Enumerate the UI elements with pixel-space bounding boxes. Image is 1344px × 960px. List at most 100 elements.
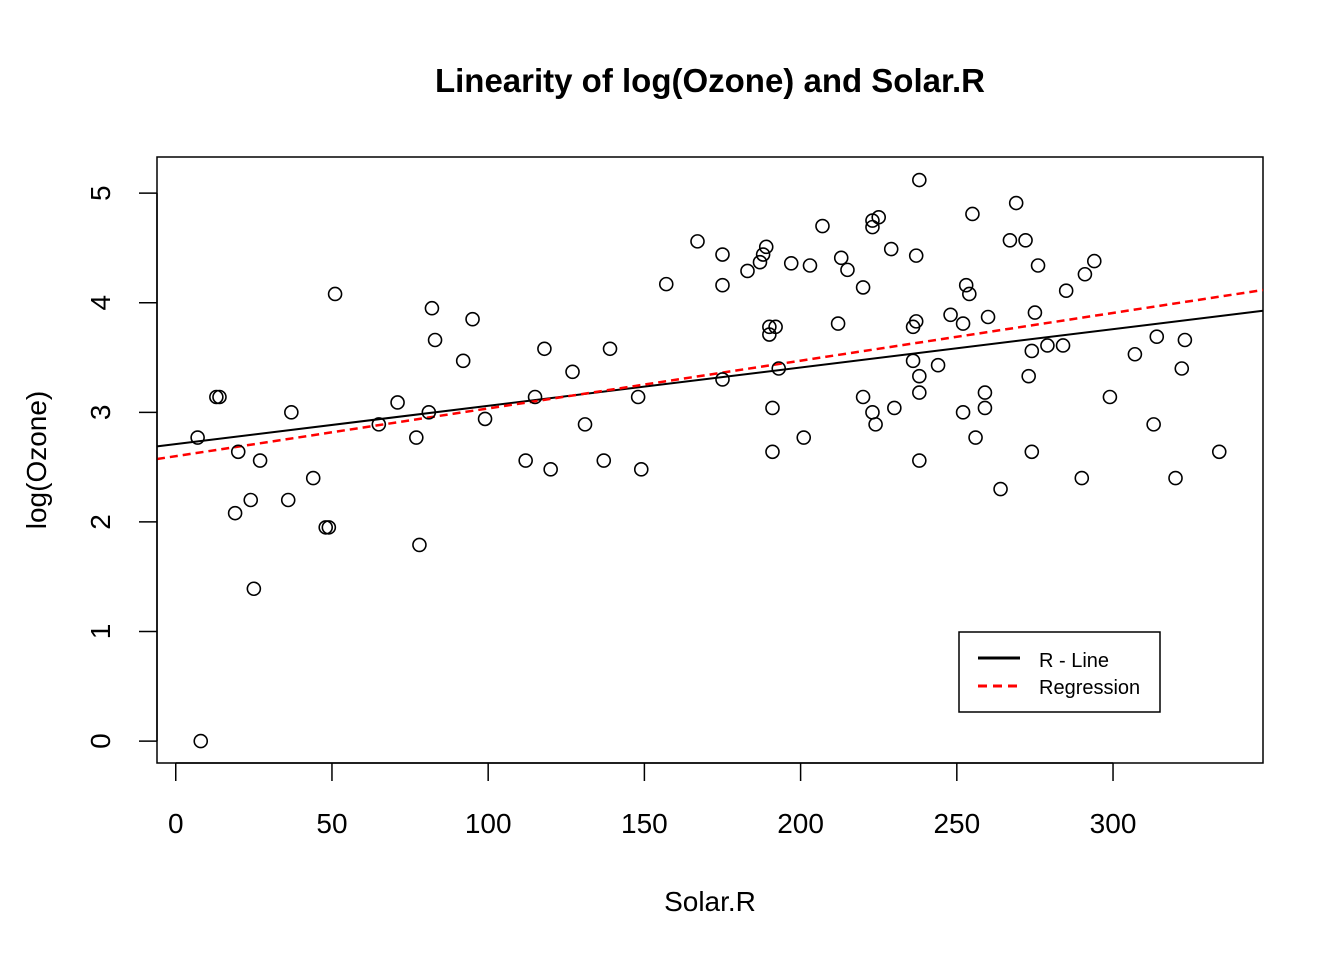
data-point — [455, 353, 471, 369]
data-point — [1027, 305, 1043, 320]
regression-line — [156, 288, 1264, 461]
data-point — [280, 492, 296, 508]
data-point — [905, 353, 921, 369]
data-point — [427, 332, 443, 348]
x-tick-label: 50 — [316, 808, 347, 839]
data-point — [955, 405, 971, 420]
data-point — [840, 262, 855, 278]
chart-title: Linearity of log(Ozone) and Solar.R — [435, 62, 985, 99]
x-tick-label: 0 — [168, 808, 184, 839]
x-tick-label: 250 — [933, 808, 980, 839]
x-axis: 0 50 100 150 200 250 300 — [168, 762, 1137, 839]
data-point — [1102, 389, 1118, 405]
data-point — [993, 481, 1008, 497]
y-tick-label: 0 — [85, 733, 116, 749]
data-point — [518, 453, 533, 468]
data-point — [543, 462, 558, 477]
data-point — [1149, 329, 1165, 345]
data-point — [633, 462, 649, 477]
data-point — [209, 389, 224, 405]
y-tick-label: 2 — [85, 514, 116, 530]
data-point — [962, 286, 977, 302]
data-point — [833, 250, 849, 266]
data-point — [212, 389, 227, 405]
data-point — [284, 405, 299, 420]
data-point — [252, 453, 268, 468]
data-point — [1146, 417, 1161, 432]
data-point — [1211, 444, 1227, 460]
data-point — [796, 430, 812, 445]
data-point — [1127, 346, 1143, 362]
data-point — [912, 172, 927, 188]
data-point — [943, 307, 958, 323]
data-point — [768, 319, 783, 335]
data-point — [1177, 332, 1193, 348]
data-point — [958, 277, 974, 293]
x-tick-label: 200 — [777, 808, 824, 839]
data-point — [630, 389, 646, 405]
data-point — [740, 263, 755, 279]
x-tick-label: 300 — [1090, 808, 1137, 839]
data-point — [965, 206, 980, 222]
data-point — [390, 395, 405, 410]
data-point — [193, 733, 209, 749]
data-point — [855, 389, 871, 405]
data-point — [421, 405, 437, 420]
data-point — [477, 411, 493, 427]
data-point — [1018, 232, 1033, 248]
legend: R - Line Regression — [958, 631, 1161, 713]
data-point — [602, 341, 618, 357]
data-point — [968, 430, 983, 445]
data-point — [1040, 338, 1055, 353]
data-point — [371, 417, 387, 432]
data-point — [755, 247, 771, 262]
data-point — [908, 248, 924, 263]
data-point — [412, 537, 427, 553]
x-tick-label: 100 — [465, 808, 512, 839]
data-point — [977, 385, 993, 400]
data-point — [1086, 253, 1102, 269]
y-tick-label: 5 — [85, 185, 116, 201]
data-point — [887, 400, 902, 416]
data-point — [318, 520, 334, 535]
data-point — [912, 453, 927, 468]
data-point — [1074, 470, 1090, 486]
data-point — [758, 239, 774, 255]
data-point — [327, 286, 343, 302]
data-point — [930, 357, 946, 373]
data-point — [690, 234, 705, 249]
data-point — [865, 405, 880, 420]
data-point — [409, 430, 424, 445]
y-tick-label: 4 — [85, 295, 116, 311]
y-tick-label: 1 — [85, 624, 116, 640]
data-point — [537, 341, 552, 357]
legend-label-regression: Regression — [1039, 677, 1140, 699]
data-point — [1002, 232, 1018, 248]
y-tick-label: 3 — [85, 405, 116, 421]
data-point — [1077, 266, 1093, 282]
data-point — [424, 300, 440, 316]
data-point — [765, 444, 780, 460]
data-point — [565, 364, 580, 380]
data-point — [715, 372, 730, 387]
data-point — [752, 254, 768, 270]
data-point — [802, 258, 818, 273]
data-point — [246, 581, 262, 597]
data-point — [762, 319, 777, 335]
y-axis: 0 1 2 3 4 5 — [85, 185, 158, 749]
data-point — [465, 311, 480, 327]
fit-lines — [156, 288, 1264, 461]
data-point — [868, 417, 883, 432]
data-point — [815, 218, 830, 234]
r-line-line — [156, 309, 1264, 448]
data-point — [1008, 195, 1024, 211]
data-point — [596, 453, 612, 468]
data-point — [230, 444, 246, 460]
data-point — [908, 314, 924, 329]
data-point — [190, 430, 205, 445]
data-point — [1030, 258, 1046, 273]
data-point — [658, 276, 674, 292]
data-point — [1024, 343, 1040, 359]
data-point — [1168, 470, 1183, 486]
